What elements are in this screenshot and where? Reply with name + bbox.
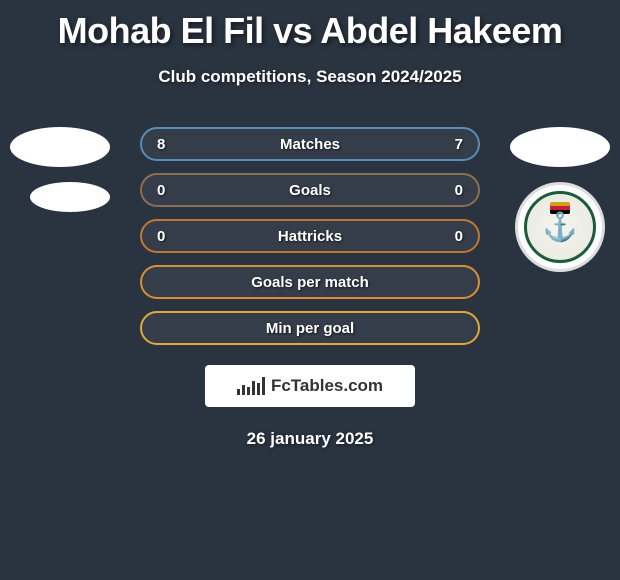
comparison-container: 8 Matches 7 0 Goals 0 0 Hattricks 0 Goal… (0, 127, 620, 449)
stat-row-goals: 0 Goals 0 (140, 173, 480, 207)
stat-row-hattricks: 0 Hattricks 0 (140, 219, 480, 253)
stat-label: Min per goal (177, 320, 443, 337)
site-name: FcTables.com (271, 376, 383, 396)
stat-left-value: 0 (157, 228, 177, 245)
comparison-subtitle: Club competitions, Season 2024/2025 (0, 67, 620, 87)
bar-chart-icon (237, 377, 265, 395)
player1-emblem-bottom (30, 182, 110, 212)
comparison-title: Mohab El Fil vs Abdel Hakeem (0, 0, 620, 52)
player2-emblem-top (510, 127, 610, 167)
stat-label: Goals per match (177, 274, 443, 291)
stat-left-value: 8 (157, 136, 177, 153)
club-badge-graphic (524, 191, 596, 263)
player1-emblem-top (10, 127, 110, 167)
stat-right-value: 0 (443, 182, 463, 199)
stat-row-min-per-goal: Min per goal (140, 311, 480, 345)
stat-rows-container: 8 Matches 7 0 Goals 0 0 Hattricks 0 Goal… (140, 127, 480, 345)
stat-right-value: 7 (443, 136, 463, 153)
stat-label: Hattricks (177, 228, 443, 245)
date-text: 26 january 2025 (15, 429, 605, 449)
stat-row-matches: 8 Matches 7 (140, 127, 480, 161)
stat-label: Matches (177, 136, 443, 153)
stat-label: Goals (177, 182, 443, 199)
site-attribution-badge[interactable]: FcTables.com (205, 365, 415, 407)
player2-club-badge (515, 182, 605, 272)
stat-right-value: 0 (443, 228, 463, 245)
stat-left-value: 0 (157, 182, 177, 199)
stat-row-goals-per-match: Goals per match (140, 265, 480, 299)
